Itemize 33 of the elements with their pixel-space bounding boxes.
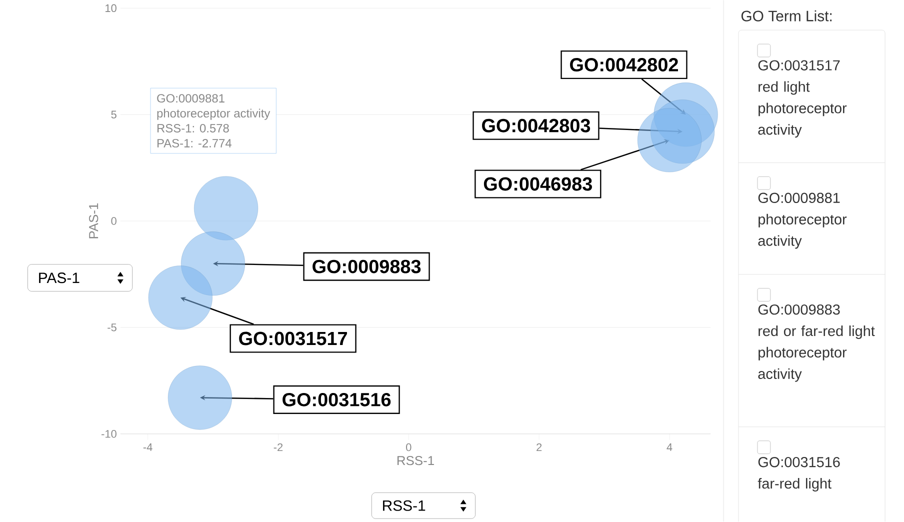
annotation: GO:0031517 [239,332,347,346]
annotation: GO:0009883 [312,260,421,274]
x-tick-label: -2 [274,443,283,452]
text: GO:0009881 [758,192,840,204]
text: red or far-red light photoreceptor activity [758,326,875,382]
y-tick-label: -10 [102,430,116,438]
text: photoreceptor activity [758,214,847,249]
text: GO:0031517 [758,60,840,71]
x-tick-label: 0 [406,443,412,452]
y-axis-title: PAS-1 [89,203,98,238]
x-tick-label: 4 [666,443,672,452]
text: GO:0031516 [758,457,840,468]
text: RSS-1 [383,500,426,512]
text: far-red light [758,478,832,492]
x-tick-label: 2 [536,443,542,452]
annotation: photoreceptor activity [157,108,270,120]
annotation: GO:0031516 [282,393,391,406]
y-tick-label: 0 [111,217,116,226]
text: GO:0009883 [758,304,840,315]
annotation: GO:0009881 [157,94,224,103]
text: red light photoreceptor activity [758,81,847,138]
y-tick-label: 10 [106,4,116,12]
annotation: RSS-1: 0.578 [157,124,229,133]
annotation: PAS-1: -2.774 [157,139,232,148]
annotation: GO:0042802 [570,58,678,72]
text: PAS-1 [39,272,80,284]
annotation: GO:0046983 [484,177,592,191]
x-axis-title: RSS-1 [397,456,434,466]
y-tick-label: 5 [111,110,116,119]
text: GO Term List: [741,10,832,22]
y-tick-label: -5 [108,324,116,332]
annotation: GO:0042803 [482,119,590,132]
x-tick-label: -4 [143,443,152,452]
